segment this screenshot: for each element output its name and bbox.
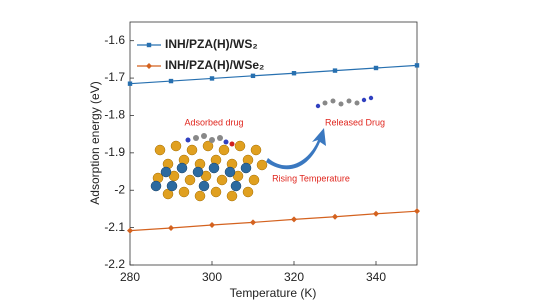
x-axis-label: Temperature (K): [230, 286, 317, 300]
data-point: [209, 76, 215, 81]
data-point: [414, 208, 420, 215]
annotation: Released Drug: [325, 117, 385, 127]
data-point: [291, 71, 297, 76]
y-tick-label: -1.9: [104, 145, 125, 159]
series-line: [129, 64, 418, 85]
legend-label: INH/PZA(H)/WSe₂: [165, 58, 264, 72]
data-point: [291, 216, 297, 223]
data-point: [414, 63, 420, 68]
data-point: [168, 78, 174, 84]
series-line: [129, 210, 418, 232]
y-tick-label: -1.7: [104, 70, 125, 84]
data-point: [332, 213, 338, 220]
x-tick-label: 340: [366, 270, 386, 284]
x-tick-label: 300: [202, 270, 222, 284]
y-tick-label: -2.1: [104, 220, 125, 234]
y-tick-label: -2: [114, 182, 125, 196]
data-point: [250, 73, 256, 79]
annotation: Rising Temperature: [272, 173, 350, 183]
plot-frame: [129, 21, 418, 266]
data-point: [168, 224, 174, 231]
data-point: [250, 219, 256, 226]
y-axis-label: Adsorption energy (eV): [88, 81, 102, 204]
data-point: [373, 65, 379, 71]
legend-label: INH/PZA(H)/WS₂: [165, 37, 258, 51]
data-point: [127, 81, 133, 86]
legend-marker: [146, 63, 152, 69]
annotation: Adsorbed drug: [184, 117, 243, 127]
x-tick-label: 280: [120, 270, 140, 284]
y-tick-label: -2.2: [104, 257, 125, 271]
data-point: [332, 68, 338, 73]
y-tick-label: -1.6: [104, 33, 125, 47]
illustration: [150, 95, 374, 202]
data-point: [209, 221, 215, 228]
data-point: [373, 210, 379, 217]
legend-marker: [146, 42, 152, 48]
y-tick-label: -1.8: [104, 108, 125, 122]
data-point: [127, 227, 133, 234]
x-tick-label: 320: [284, 270, 304, 284]
